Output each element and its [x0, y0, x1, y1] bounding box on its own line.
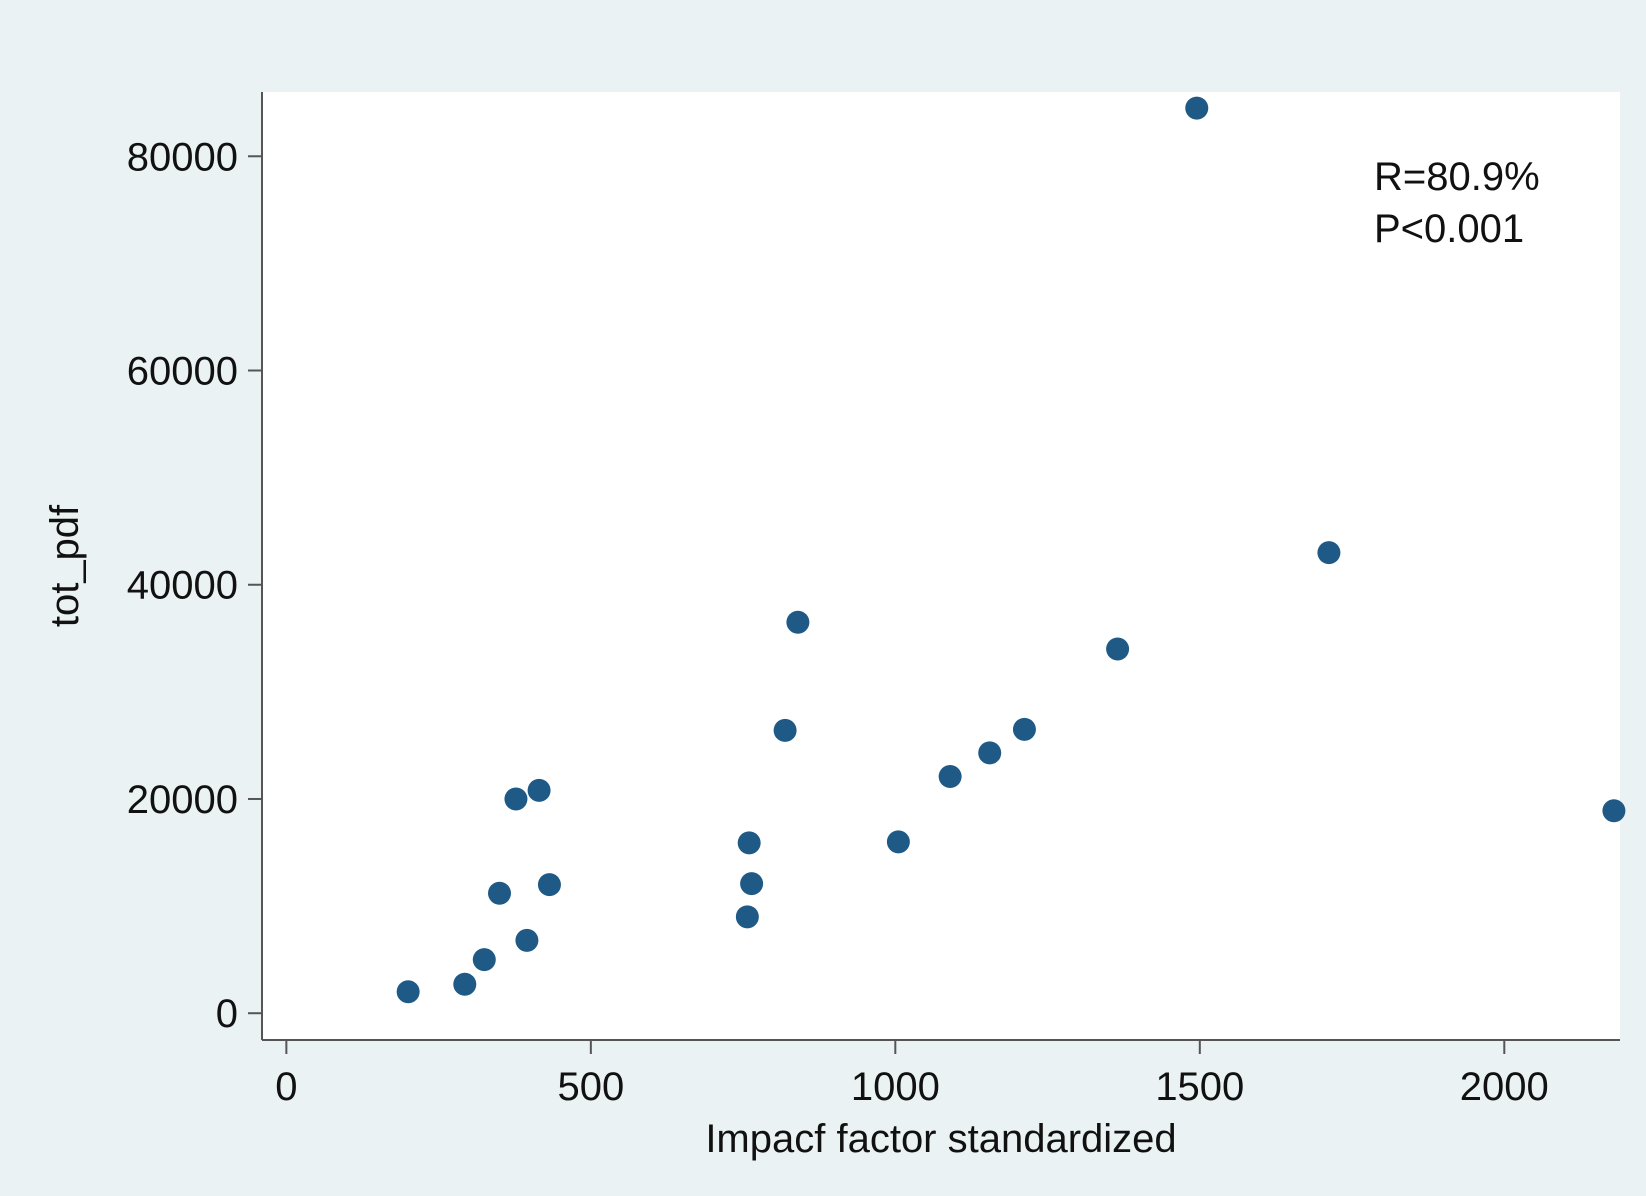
- data-point: [472, 948, 496, 972]
- data-point: [1602, 799, 1626, 823]
- y-tick-label: 0: [216, 992, 238, 1036]
- y-axis-title: tot_pdf: [43, 504, 87, 627]
- data-point: [938, 764, 962, 788]
- x-tick-label: 2000: [1460, 1065, 1549, 1109]
- y-tick-label: 60000: [127, 350, 238, 394]
- annotation-r-value: R=80.9%: [1374, 155, 1540, 199]
- plot-area: [262, 92, 1620, 1040]
- x-tick-label: 0: [275, 1065, 297, 1109]
- data-point: [487, 881, 511, 905]
- data-point: [886, 830, 910, 854]
- data-point: [453, 972, 477, 996]
- data-point: [740, 872, 764, 896]
- data-point: [1012, 717, 1036, 741]
- data-point: [737, 831, 761, 855]
- data-point: [978, 741, 1002, 765]
- y-tick-label: 40000: [127, 564, 238, 608]
- data-point: [1185, 96, 1209, 120]
- data-point: [527, 778, 551, 802]
- data-point: [515, 928, 539, 952]
- data-point: [1317, 541, 1341, 565]
- x-tick-label: 1000: [851, 1065, 940, 1109]
- y-tick-label: 20000: [127, 778, 238, 822]
- x-tick-label: 500: [557, 1065, 624, 1109]
- data-point: [1106, 637, 1130, 661]
- data-point: [396, 980, 420, 1004]
- data-point: [537, 873, 561, 897]
- data-point: [504, 787, 528, 811]
- data-point: [786, 610, 810, 634]
- axes: [261, 92, 1620, 1041]
- data-point: [773, 718, 797, 742]
- x-axis-title: Impacf factor standardized: [705, 1117, 1176, 1161]
- data-points: [396, 96, 1626, 1004]
- y-tick-label: 80000: [127, 135, 238, 179]
- x-tick-label: 1500: [1155, 1065, 1244, 1109]
- data-point: [735, 905, 759, 929]
- annotation-p-value: P<0.001: [1374, 207, 1524, 251]
